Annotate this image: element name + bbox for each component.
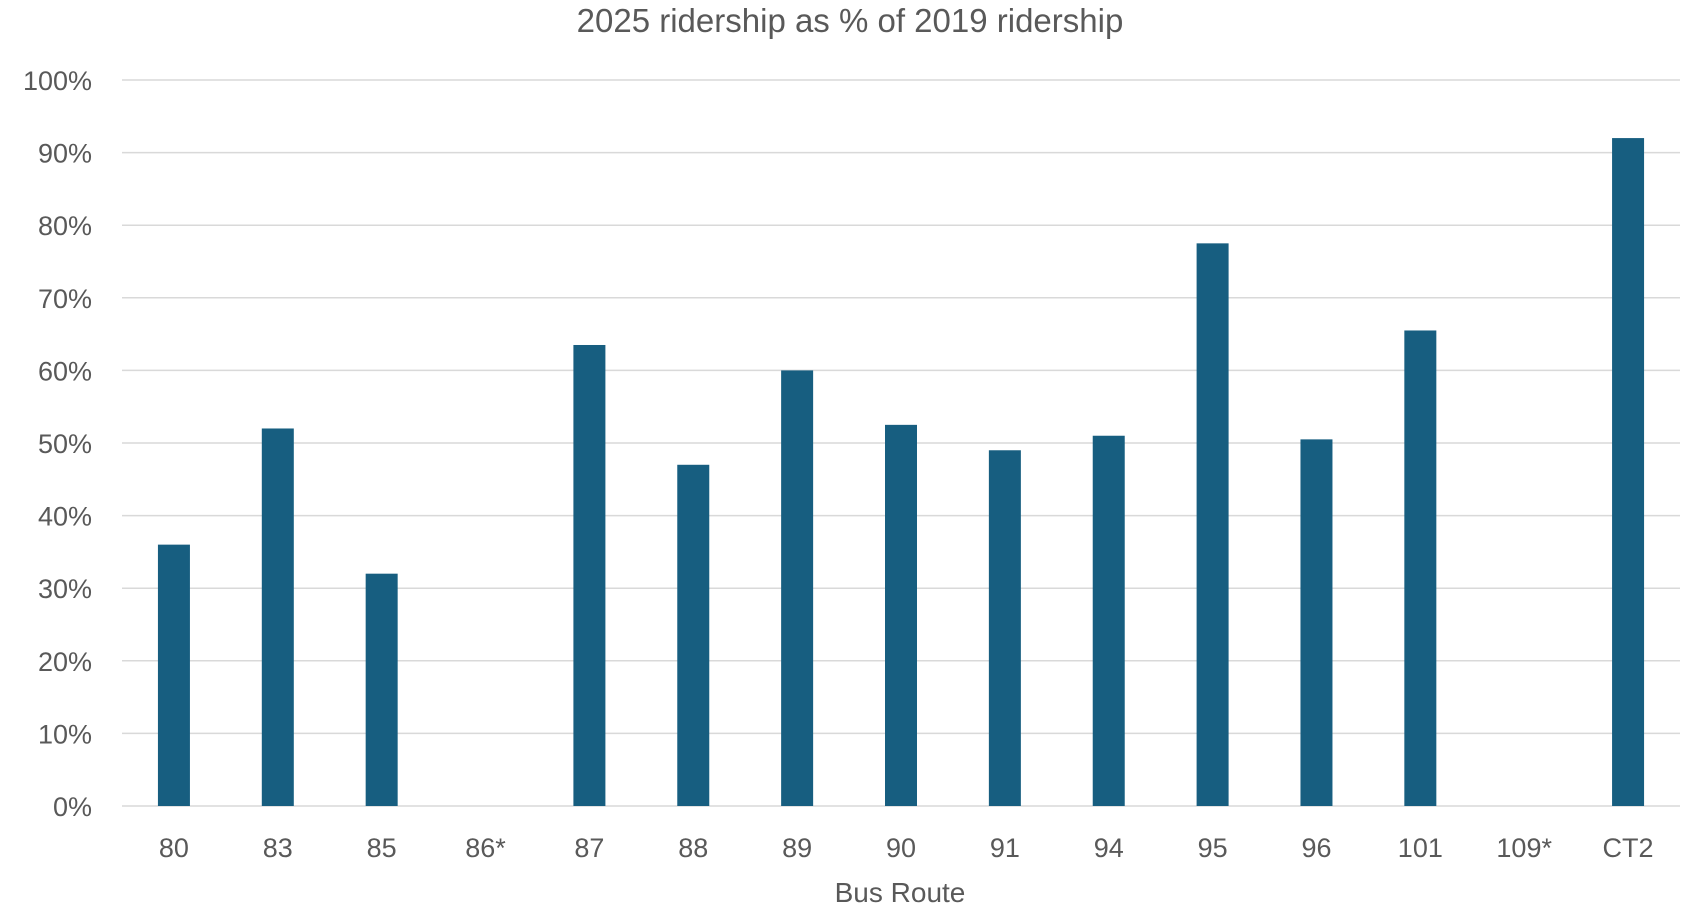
y-tick-label: 100% — [23, 66, 92, 96]
x-tick-label: 83 — [263, 833, 293, 863]
bar-route-101 — [1404, 330, 1437, 806]
bar-route-94 — [1092, 435, 1125, 806]
x-tick-label: 94 — [1094, 833, 1124, 863]
x-tick-label: 85 — [367, 833, 397, 863]
y-tick-label: 0% — [53, 792, 92, 822]
bars — [157, 138, 1645, 807]
x-tick-label: 80 — [159, 833, 189, 863]
x-tick-label: 91 — [990, 833, 1020, 863]
x-axis-title: Bus Route — [835, 877, 966, 906]
y-tick-label: 10% — [38, 719, 92, 749]
x-axis-tick-labels: 80 83 85 86* 87 88 89 90 91 94 95 96 101 109* CT2 — [159, 833, 1654, 863]
chart-title: 2025 ridership as % of 2019 ridership — [577, 2, 1124, 39]
x-tick-label: 88 — [678, 833, 708, 863]
bar-route-88 — [677, 464, 710, 806]
y-tick-label: 50% — [38, 429, 92, 459]
bar-route-83 — [261, 428, 294, 806]
bar-route-90 — [885, 424, 917, 806]
y-tick-label: 60% — [38, 356, 92, 386]
bar-route-CT2 — [1612, 138, 1645, 806]
bar-route-96 — [1300, 439, 1333, 806]
x-tick-label: 89 — [782, 833, 812, 863]
x-tick-label: 95 — [1198, 833, 1228, 863]
x-tick-label: 90 — [886, 833, 916, 863]
x-tick-label: 109* — [1496, 833, 1552, 863]
x-tick-label: 96 — [1301, 833, 1331, 863]
y-tick-label: 90% — [38, 139, 92, 169]
bar-route-85 — [365, 573, 398, 806]
bar-route-95 — [1196, 243, 1229, 807]
y-tick-label: 40% — [38, 502, 92, 532]
y-tick-label: 70% — [38, 284, 92, 314]
y-axis-tick-labels: 0% 10% 20% 30% 40% 50% 60% 70% 80% 90% 100% — [23, 66, 92, 822]
bar-route-80 — [157, 544, 190, 806]
y-tick-label: 30% — [38, 574, 92, 604]
x-tick-label: 86* — [465, 833, 506, 863]
bar-route-87 — [573, 344, 606, 806]
y-tick-label: 80% — [38, 211, 92, 241]
bar-route-89 — [781, 370, 814, 806]
y-tick-label: 20% — [38, 647, 92, 677]
x-tick-label: 87 — [574, 833, 604, 863]
bar-route-91 — [988, 450, 1021, 806]
x-tick-label: 101 — [1398, 833, 1443, 863]
x-tick-label: CT2 — [1603, 833, 1654, 863]
